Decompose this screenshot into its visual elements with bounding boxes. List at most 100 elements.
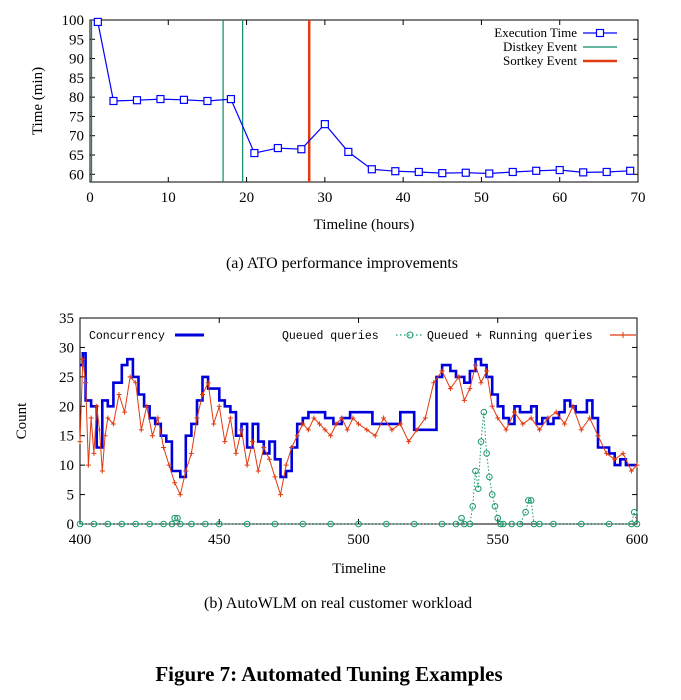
queued-queries-point <box>508 520 515 528</box>
concurrency-line <box>80 352 637 479</box>
chart-a-x-tick-label: 0 <box>86 190 94 206</box>
queued-running-queries-point <box>172 480 178 486</box>
chart-a-subcaption: (a) ATO performance improvements <box>226 255 458 272</box>
queued-running-queries-point <box>456 374 462 380</box>
execution-time-point <box>320 120 329 129</box>
queued-running-queries-point <box>389 427 395 433</box>
queued-running-queries-point <box>333 421 339 427</box>
chart-b-y-tick-label: 15 <box>59 429 74 445</box>
execution-time-point <box>438 169 447 178</box>
queued-running-queries-point <box>166 462 172 468</box>
queued-running-queries-point <box>83 380 89 386</box>
queued-queries-point <box>630 508 638 516</box>
queued-running-queries-point <box>603 450 609 456</box>
execution-time-point <box>297 145 306 154</box>
chart-a-ticks: 0 10 20 30 40 50 60 70 60 65 70 75 80 85 90 95 100 <box>62 13 646 206</box>
legend-label-concurrency: Concurrency <box>89 330 165 343</box>
chart-a-y-tick-label: 90 <box>69 52 84 68</box>
queued-queries-point <box>480 408 488 416</box>
chart-b-y-tick-label: 25 <box>59 370 74 386</box>
chart-b-x-tick-label: 600 <box>626 532 649 548</box>
queued-running-queries-point <box>528 415 534 421</box>
chart-a-y-tick-label: 95 <box>69 32 84 48</box>
execution-time-point <box>391 167 400 176</box>
queued-queries-point <box>525 497 532 504</box>
execution-time-point <box>109 96 118 106</box>
execution-time-point <box>226 94 236 104</box>
queued-running-queries-point <box>161 444 167 450</box>
queued-queries-point <box>472 467 479 475</box>
queued-running-queries-point <box>250 439 256 445</box>
queued-running-queries-point <box>127 374 133 380</box>
execution-time-point <box>555 165 564 175</box>
queued-running-queries-point <box>350 415 356 421</box>
queued-running-queries-point <box>105 415 111 421</box>
queued-running-queries-point <box>620 450 626 456</box>
chart-a-series <box>93 17 635 178</box>
chart-b-x-tick-label: 400 <box>69 532 92 548</box>
execution-time-point <box>367 165 376 174</box>
execution-time-point <box>461 168 470 177</box>
queued-queries-point <box>605 520 613 528</box>
queued-running-queries-point <box>183 468 189 474</box>
chart-a-y-tick-label: 85 <box>69 71 84 87</box>
queued-running-queries-point <box>91 450 97 456</box>
queued-running-queries-point <box>489 403 495 409</box>
legend-label-execution-time: Execution Time <box>494 25 577 40</box>
chart-b-subcaption: (b) AutoWLM on real customer workload <box>204 595 472 612</box>
execution-time-point <box>414 167 423 177</box>
queued-queries-point <box>327 520 334 528</box>
queued-running-queries-point <box>200 392 206 398</box>
chart-a-x-tick-label: 70 <box>631 190 646 206</box>
execution-time-point <box>579 168 588 177</box>
legend-label-sortkey-event: Sortkey Event <box>503 53 577 68</box>
queued-running-queries-point <box>447 386 453 392</box>
queued-queries-point <box>488 491 496 498</box>
queued-running-queries-point <box>422 415 428 421</box>
queued-running-queries-point <box>289 444 295 450</box>
legend-label-queued-running-queries: Queued + Running queries <box>427 330 593 343</box>
queued-queries-point <box>578 520 585 528</box>
chart-a-x-tick-label: 20 <box>239 190 254 206</box>
execution-time-point <box>626 166 635 175</box>
queued-running-queries-point <box>283 462 289 468</box>
queued-running-queries-point <box>233 450 239 456</box>
queued-queries-point <box>410 520 418 528</box>
queued-running-queries-point <box>472 362 478 368</box>
chart-a-x-tick-label: 50 <box>474 190 489 206</box>
queued-running-queries-point <box>495 415 501 421</box>
chart-b: 400 450 500 550 600 0 5 10 15 20 25 30 35 Concurrenc… <box>14 311 648 612</box>
queued-running-queries-point <box>553 409 559 415</box>
chart-a-y-tick-label: 70 <box>69 129 84 145</box>
queued-queries-point <box>118 520 126 528</box>
queued-running-queries-point <box>266 456 272 462</box>
queued-queries-point <box>494 514 502 522</box>
execution-time-point <box>93 17 102 27</box>
queued-queries-point <box>486 473 493 481</box>
queued-running-queries-point <box>595 433 601 439</box>
legend-label-distkey-event: Distkey Event <box>503 39 577 54</box>
chart-a-x-tick-label: 40 <box>396 190 411 206</box>
queued-running-queries-point <box>99 468 105 474</box>
queued-queries-point <box>146 520 153 528</box>
queued-queries-point <box>527 497 535 504</box>
chart-b-y-tick-label: 30 <box>59 340 74 356</box>
chart-b-y-tick-label: 20 <box>59 399 74 415</box>
figure-caption: Figure 7: Automated Tuning Examples <box>155 662 502 686</box>
queued-running-queries-point <box>205 380 211 386</box>
queued-running-queries-point <box>578 427 584 433</box>
queued-running-queries-point <box>484 368 490 374</box>
legend-marker-queued-running-queries <box>620 332 626 338</box>
queued-running-queries-point <box>227 415 233 421</box>
chart-a-events <box>90 20 311 182</box>
chart-a-y-tick-label: 65 <box>69 148 84 164</box>
queued-queries-point <box>355 520 362 528</box>
queued-running-queries-point <box>311 415 317 421</box>
chart-a-x-tick-label: 60 <box>552 190 567 206</box>
chart-b-x-tick-label: 450 <box>208 532 231 548</box>
chart-b-ticks: 400 450 500 550 600 0 5 10 15 20 25 30 35 <box>59 311 648 548</box>
queued-running-queries-point <box>149 433 155 439</box>
queued-queries-point <box>188 520 195 528</box>
queued-queries-point <box>466 520 474 528</box>
